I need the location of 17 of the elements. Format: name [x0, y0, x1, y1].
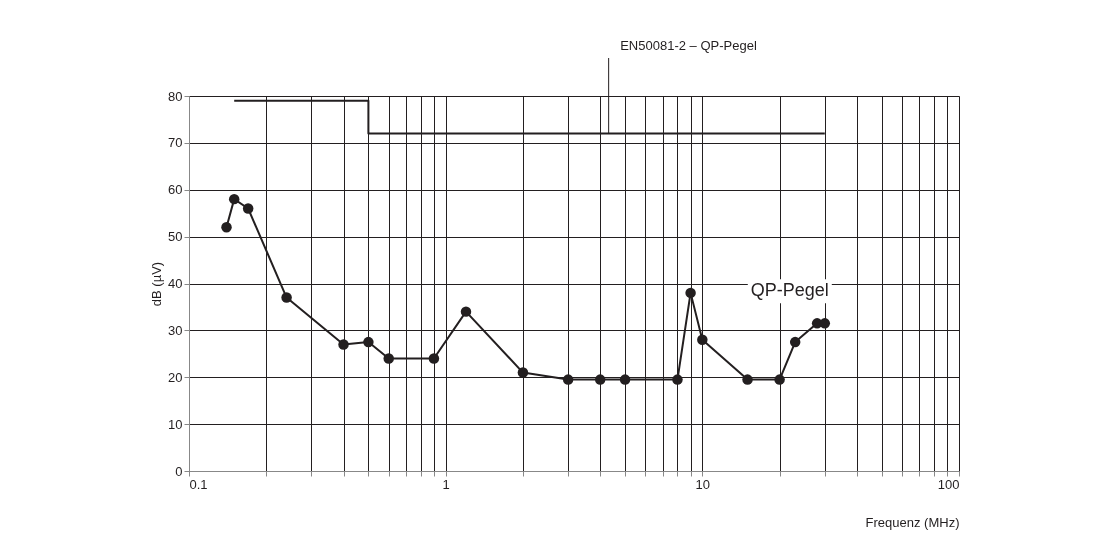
- y-tick-label: 60: [168, 182, 183, 198]
- y-tick-label: 30: [168, 322, 183, 338]
- text: EN50081-2 – QP-Pegel: [620, 38, 757, 53]
- x-tick-label: 1: [442, 476, 450, 492]
- y-tick-label: 10: [168, 416, 183, 432]
- x-axis-title: Frequenz (MHz): [865, 514, 960, 530]
- y-tick-label: 40: [168, 276, 183, 291]
- y-tick-label: 80: [168, 88, 183, 104]
- y-axis-title: dB (µV): [149, 261, 165, 307]
- x-tick-label: 10: [695, 476, 711, 492]
- y-tick-label: 20: [168, 369, 183, 385]
- y-tick-label: 70: [168, 135, 183, 151]
- y-tick-label: 0: [175, 463, 183, 479]
- x-tick-label: 0.1: [189, 476, 208, 492]
- y-tick-label: 50: [168, 229, 183, 245]
- x-tick-label: 100: [937, 476, 960, 492]
- series-label: QP-Pegel: [750, 280, 829, 301]
